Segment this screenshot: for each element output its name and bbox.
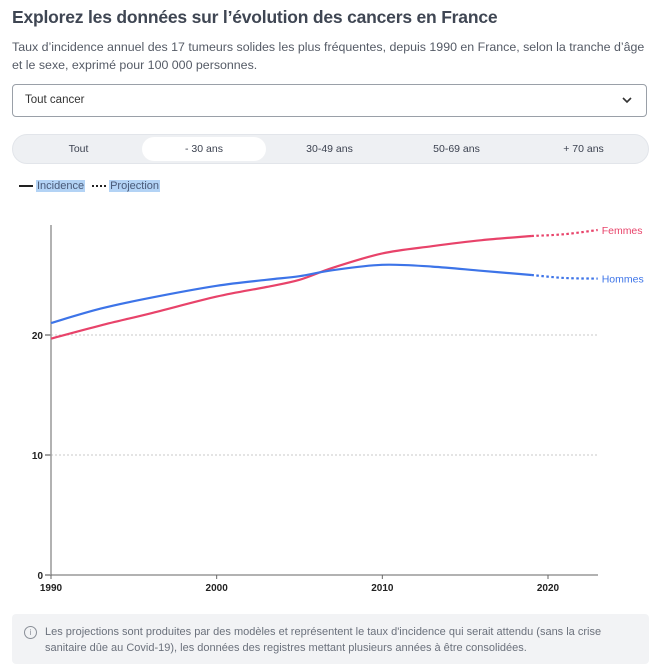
series-line-hommes bbox=[50, 263, 532, 325]
x-tick-label: 2010 bbox=[371, 583, 394, 594]
page-subtitle: Taux d’incidence annuel des 17 tumeurs s… bbox=[12, 40, 645, 72]
note-text: Les projections sont produites par des m… bbox=[45, 626, 602, 654]
tab-30-49[interactable]: 30-49 ans bbox=[306, 143, 353, 155]
series-line-femmes bbox=[50, 234, 532, 340]
page-title: Explorez les données sur l’évolution des… bbox=[12, 7, 498, 27]
x-tick-label: 2020 bbox=[537, 583, 560, 594]
y-tick-label: 10 bbox=[32, 451, 44, 462]
x-tick-label: 2000 bbox=[206, 583, 229, 594]
cancer-type-value: Tout cancer bbox=[25, 94, 85, 106]
x-tick-label: 1990 bbox=[40, 583, 63, 594]
solid-line-swatch bbox=[19, 185, 33, 187]
cancer-type-select[interactable]: Tout cancer bbox=[12, 84, 647, 117]
chart-legend: Incidence Projection bbox=[19, 180, 167, 192]
tab-plus-70[interactable]: + 70 ans bbox=[563, 143, 604, 155]
series-projection-hommes bbox=[531, 273, 598, 280]
legend-projection: Projection bbox=[109, 180, 161, 192]
series-label-femmes: Femmes bbox=[602, 225, 643, 237]
series-label-hommes: Hommes bbox=[602, 274, 644, 286]
y-tick-label: 0 bbox=[37, 571, 43, 582]
dotted-line-swatch bbox=[92, 185, 107, 187]
series-projection-femmes bbox=[531, 228, 598, 238]
tab-50-69[interactable]: 50-69 ans bbox=[433, 143, 480, 155]
incidence-chart: 0 10 20 1990 2000 2010 2020 Femmes Hommes bbox=[32, 225, 644, 594]
tab-tout[interactable]: Tout bbox=[68, 143, 89, 155]
tab-moins-30[interactable]: - 30 ans bbox=[142, 137, 266, 161]
age-group-tabs: Tout - 30 ans 30-49 ans 50-69 ans + 70 a… bbox=[12, 134, 649, 164]
y-tick-label: 20 bbox=[32, 331, 44, 342]
projection-note: i Les projections sont produites par des… bbox=[12, 614, 649, 664]
chevron-down-icon bbox=[622, 97, 632, 104]
info-icon: i bbox=[24, 626, 37, 639]
legend-incidence: Incidence bbox=[36, 180, 86, 192]
